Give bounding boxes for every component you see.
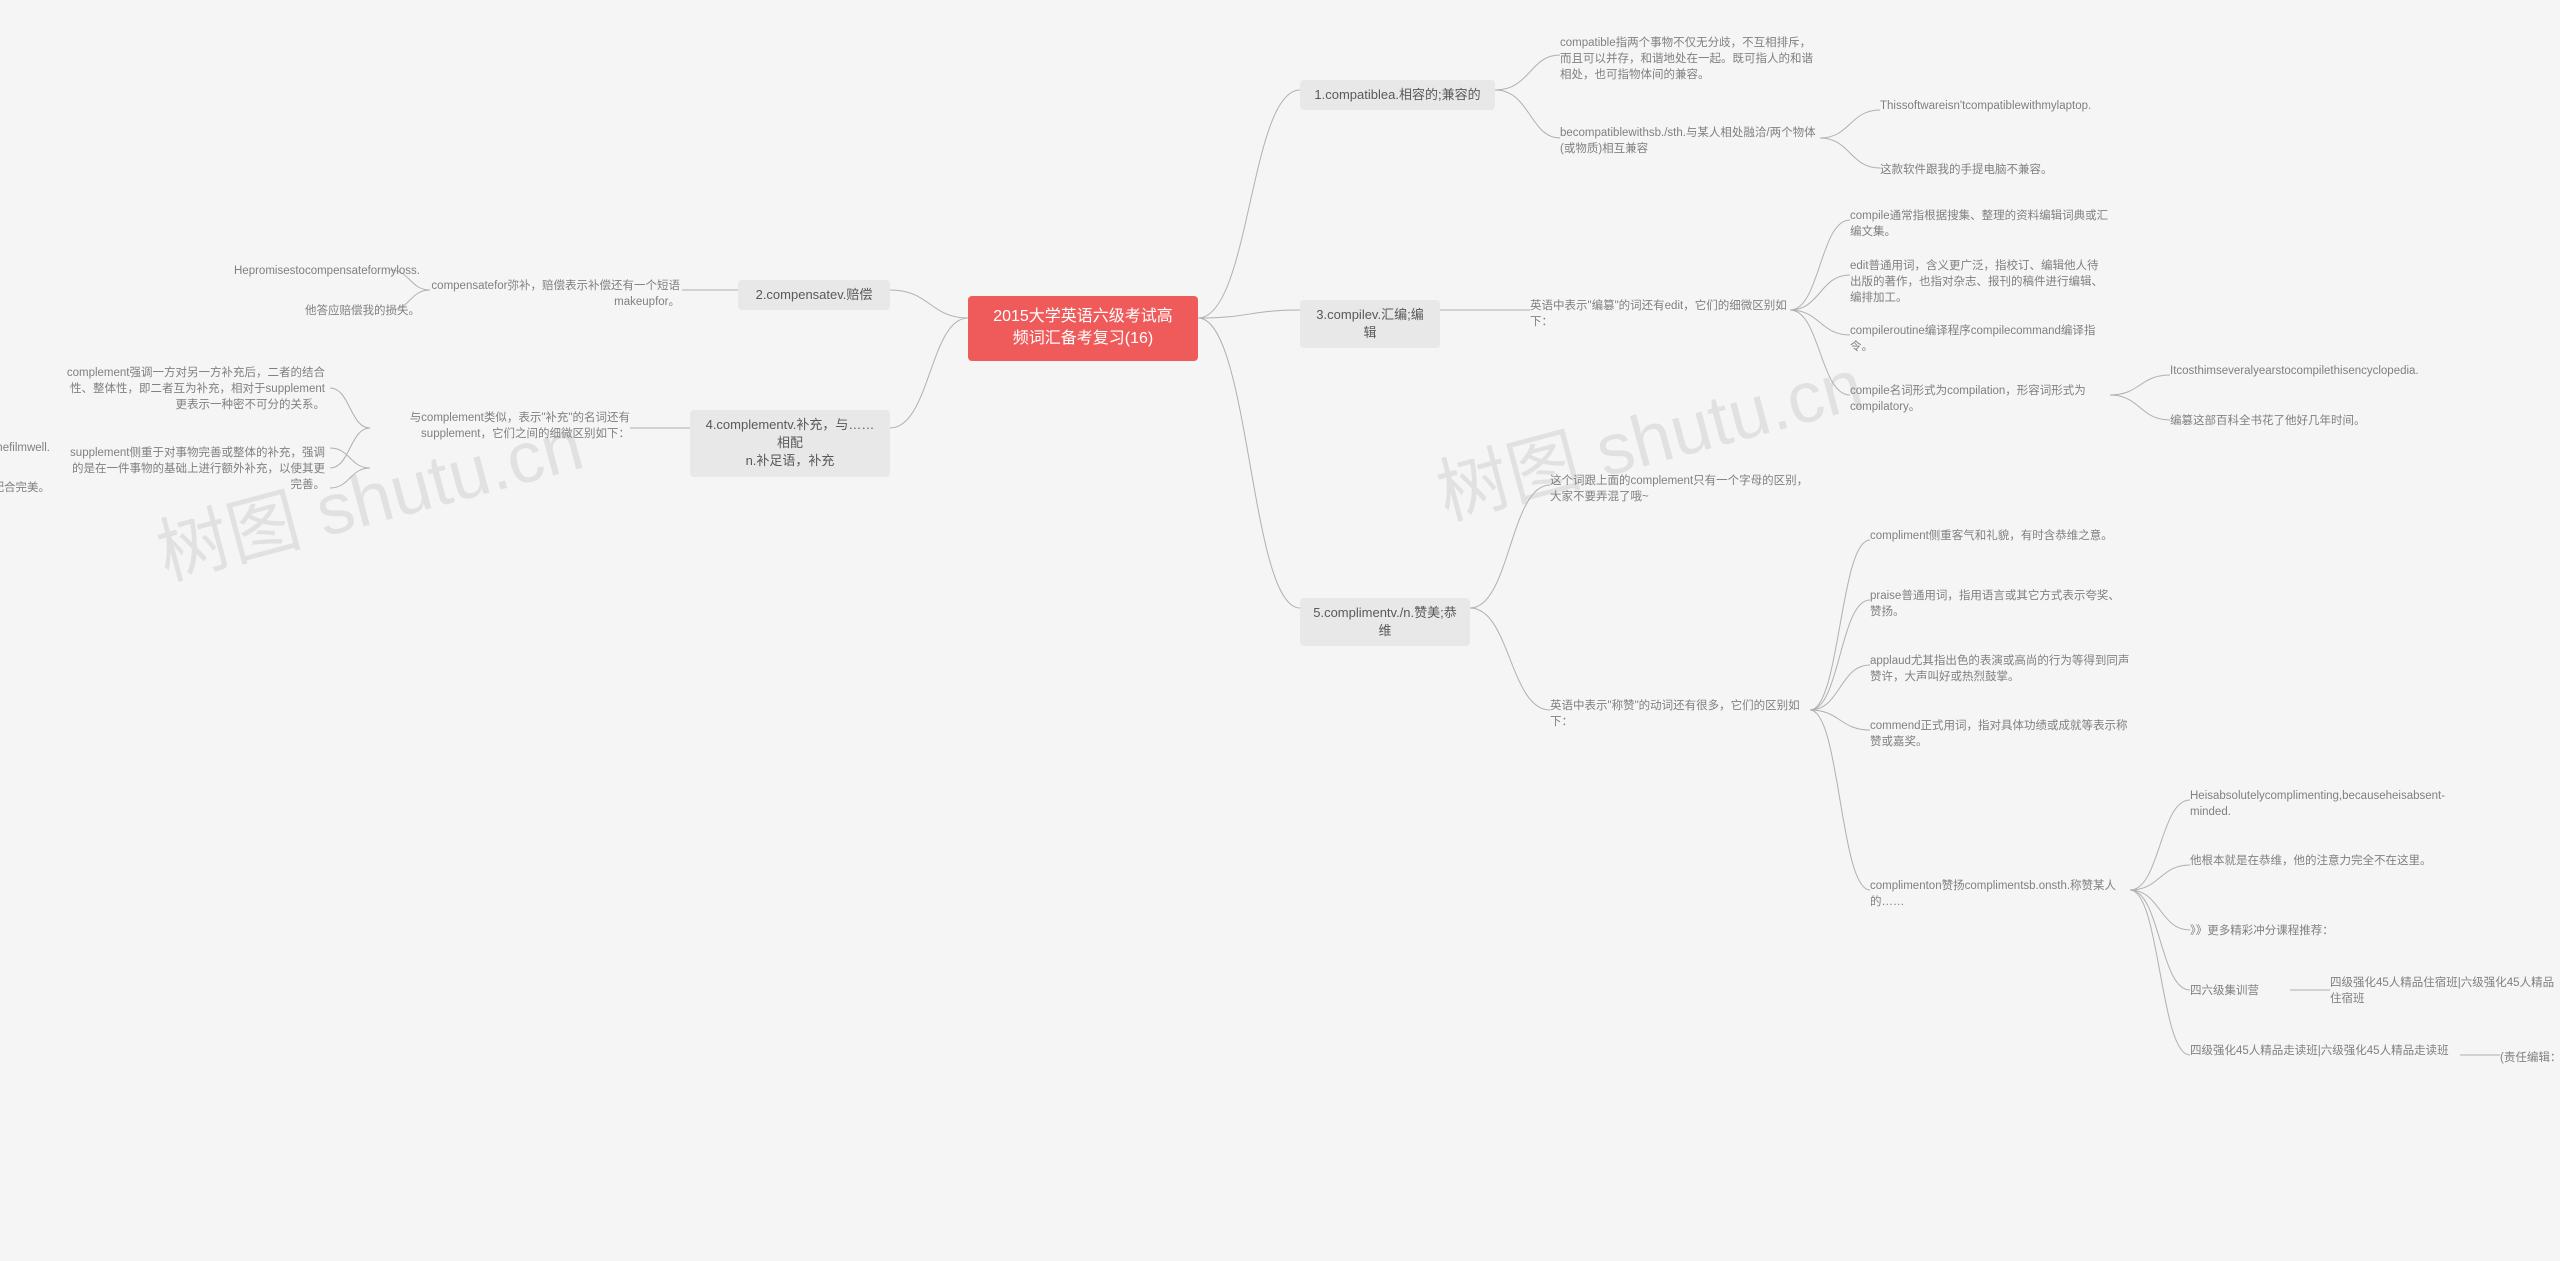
leaf: 这款软件跟我的手提电脑不兼容。: [1880, 162, 2053, 178]
leaf: compensatefor弥补，赔偿表示补偿还有一个短语makeupfor。: [430, 278, 680, 310]
leaf: 四级强化45人精品住宿班|六级强化45人精品住宿班: [2330, 975, 2560, 1007]
leaf: 英语中表示"称赞"的动词还有很多，它们的区别如下：: [1550, 698, 1810, 730]
leaf: applaud尤其指出色的表演或高尚的行为等得到同声赞许，大声叫好或热烈鼓掌。: [1870, 653, 2130, 685]
leaf: 》》更多精彩冲分课程推荐：: [2190, 923, 2334, 939]
leaf: Thissoftwareisn'tcompatiblewithmylaptop.: [1880, 98, 2091, 114]
leaf: 这插曲跟这部电影配合完美。: [0, 480, 50, 496]
root-label: 2015大学英语六级考试高频词汇备考复习(16): [993, 308, 1173, 347]
root-node[interactable]: 2015大学英语六级考试高频词汇备考复习(16): [968, 296, 1198, 361]
leaf: (责任编辑：田学江): [2500, 1050, 2560, 1066]
leaf: Heisabsolutelycomplimenting,becauseheisa…: [2190, 788, 2450, 820]
leaf: Hepromisestocompensateformyloss.: [180, 263, 420, 279]
branch-compliment[interactable]: 5.complimentv./n.赞美;恭维: [1300, 598, 1470, 646]
branch-compile[interactable]: 3.compilev.汇编;编辑: [1300, 300, 1440, 348]
leaf: compile名词形式为compilation，形容词形式为compilator…: [1850, 383, 2110, 415]
branch-compensate[interactable]: 2.compensatev.赔偿: [738, 280, 890, 310]
leaf: 他答应赔偿我的损失。: [235, 303, 420, 319]
leaf: compileroutine编译程序compilecommand编译指令。: [1850, 323, 2110, 355]
leaf: Theepisodecomplementsthefilmwell.: [0, 440, 50, 456]
leaf: 编篡这部百科全书花了他好几年时间。: [2170, 413, 2366, 429]
leaf: compatible指两个事物不仅无分歧，不互相排斥，而且可以并存，和谐地处在一…: [1560, 35, 1820, 83]
leaf: 英语中表示"编篡"的词还有edit，它们的细微区别如下：: [1530, 298, 1790, 330]
leaf: commend正式用词，指对具体功绩或成就等表示称赞或嘉奖。: [1870, 718, 2130, 750]
branch-complement[interactable]: 4.complementv.补充，与……相配n.补足语，补充: [690, 410, 890, 477]
leaf: becompatiblewithsb./sth.与某人相处融洽/两个物体(或物质…: [1560, 125, 1820, 157]
leaf: Itcosthimseveralyearstocompilethisencycl…: [2170, 363, 2419, 379]
leaf: praise普通用词，指用语言或其它方式表示夸奖、赞扬。: [1870, 588, 2130, 620]
branch-compatible[interactable]: 1.compatiblea.相容的;兼容的: [1300, 80, 1495, 110]
leaf: supplement侧重于对事物完善或整体的补充，强调的是在一件事物的基础上进行…: [65, 445, 325, 493]
leaf: 四级强化45人精品走读班|六级强化45人精品走读班: [2190, 1043, 2449, 1059]
mindmap-connectors: [0, 0, 2560, 1261]
leaf: 四六级集训营: [2190, 983, 2290, 999]
leaf: complimenton赞扬complimentsb.onsth.称赞某人的……: [1870, 878, 2130, 910]
leaf: 他根本就是在恭维，他的注意力完全不在这里。: [2190, 853, 2432, 869]
leaf: compile通常指根据搜集、整理的资料编辑词典或汇编文集。: [1850, 208, 2110, 240]
leaf: compliment侧重客气和礼貌，有时含恭维之意。: [1870, 528, 2113, 544]
leaf: complement强调一方对另一方补充后，二者的结合性、整体性，即二者互为补充…: [65, 365, 325, 413]
leaf: 与complement类似，表示"补充"的名词还有supplement，它们之间…: [370, 410, 630, 442]
leaf: 这个词跟上面的complement只有一个字母的区别，大家不要弄混了哦~: [1550, 473, 1810, 505]
leaf: edit普通用词，含义更广泛，指校订、编辑他人待出版的著作，也指对杂志、报刊的稿…: [1850, 258, 2110, 306]
